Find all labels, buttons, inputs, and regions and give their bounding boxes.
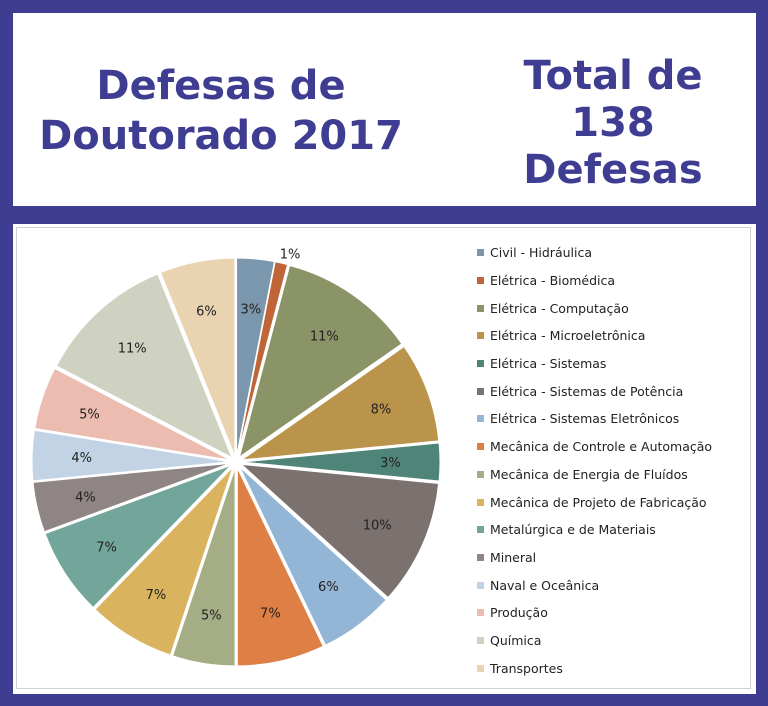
pie-slice [238,264,403,459]
legend-label: Mecânica de Controle e Automação [490,439,713,455]
legend-label: Elétrica - Sistemas [490,356,607,372]
legend-label: Mecânica de Projeto de Fabricação [490,494,707,510]
legend-item: Mecânica de Energia de Fluídos [477,461,712,489]
pie-slice [32,462,231,533]
chart-frame [16,227,751,689]
legend-label: Civil - Hidráulica [490,245,593,261]
pie-slice [239,466,387,646]
legend-label: Transportes [490,660,563,676]
legend-swatch [477,664,484,672]
pie-slice [159,257,236,457]
total-defenses: Total de 138 Defesas [483,53,743,194]
legend-label: Metalúrgica e de Materiais [490,522,656,538]
legend-item: Mecânica de Controle e Automação [477,433,712,461]
legend-swatch [477,277,484,285]
legend-swatch [477,470,484,478]
legend-swatch [477,443,484,451]
legend-item: Naval e Oceânica [477,571,712,599]
data-label: 10% [363,519,392,534]
legend-swatch [477,387,484,395]
pie-slice [240,463,440,599]
legend-label: Elétrica - Computação [490,300,629,316]
pie-slice [236,467,324,667]
legend-item: Metalúrgica e de Materiais [477,516,712,544]
pie-slice [44,464,232,609]
legend-item: Mecânica de Projeto de Fabricação [477,488,712,516]
legend-label: Elétrica - Sistemas Eletrônicos [490,411,680,427]
pie-slice [241,442,441,482]
pie-slice [172,467,236,667]
header-panel: Defesas de Doutorado 2017 Total de 138 D… [13,13,756,206]
legend-label: Naval e Oceânica [490,577,600,593]
title-line-1: Defesas de [96,63,346,109]
legend-item: Civil - Hidráulica [477,239,712,267]
legend-item: Química [477,627,712,655]
legend-item: Elétrica - Biomédica [477,267,712,295]
total-line-3: Defesas [523,147,703,193]
legend-item: Elétrica - Sistemas de Potência [477,377,712,405]
total-line-1: Total de [523,53,703,99]
data-label: 8% [371,403,392,418]
pie-slice [31,429,231,482]
legend-label: Elétrica - Biomédica [490,273,616,289]
chart-legend: Civil - Hidráulica Elétrica - Biomédica El… [477,239,712,682]
data-label: 7% [96,540,117,555]
data-label: 11% [118,342,147,357]
legend-swatch [477,249,484,257]
legend-swatch [477,332,484,340]
legend-label: Química [490,632,542,648]
data-label: 6% [318,580,339,595]
legend-swatch [477,415,484,423]
legend-swatch [477,360,484,368]
legend-swatch [477,553,484,561]
pie-slice [94,466,234,656]
legend-swatch [477,581,484,589]
data-label: 11% [310,329,339,344]
legend-item: Elétrica - Sistemas [477,350,712,378]
pie-slice [236,257,276,457]
data-label: 6% [196,304,217,319]
legend-item: Elétrica - Microeletrônica [477,322,712,350]
legend-item: Transportes [477,654,712,682]
legend-label: Produção [490,605,548,621]
data-label: 7% [146,588,167,603]
data-label: 4% [75,490,96,505]
legend-swatch [477,304,484,312]
total-line-2: 138 [571,100,655,146]
pie-slice [236,261,289,457]
legend-item: Elétrica - Sistemas Eletrônicos [477,405,712,433]
data-label: 5% [79,407,100,422]
legend-swatch [477,526,484,534]
pie-slice [55,273,233,459]
data-label: 7% [260,607,281,622]
data-label: 5% [201,608,222,623]
legend-label: Elétrica - Sistemas de Potência [490,383,684,399]
legend-label: Mineral [490,549,537,565]
page-title: Defesas de Doutorado 2017 [31,61,411,161]
pie-slice [34,367,231,461]
title-line-2: Doutorado 2017 [39,113,403,159]
legend-swatch [477,498,484,506]
legend-swatch [477,636,484,644]
legend-label: Mecânica de Energia de Fluídos [490,466,688,482]
data-label: 3% [380,456,401,471]
legend-swatch [477,609,484,617]
data-label: 4% [71,451,92,466]
pie-slice [239,345,440,461]
data-label: 3% [241,302,262,317]
legend-label: Elétrica - Microeletrônica [490,328,646,344]
legend-item: Elétrica - Computação [477,294,712,322]
data-label: 1% [280,247,301,262]
legend-item: Produção [477,599,712,627]
legend-item: Mineral [477,544,712,572]
